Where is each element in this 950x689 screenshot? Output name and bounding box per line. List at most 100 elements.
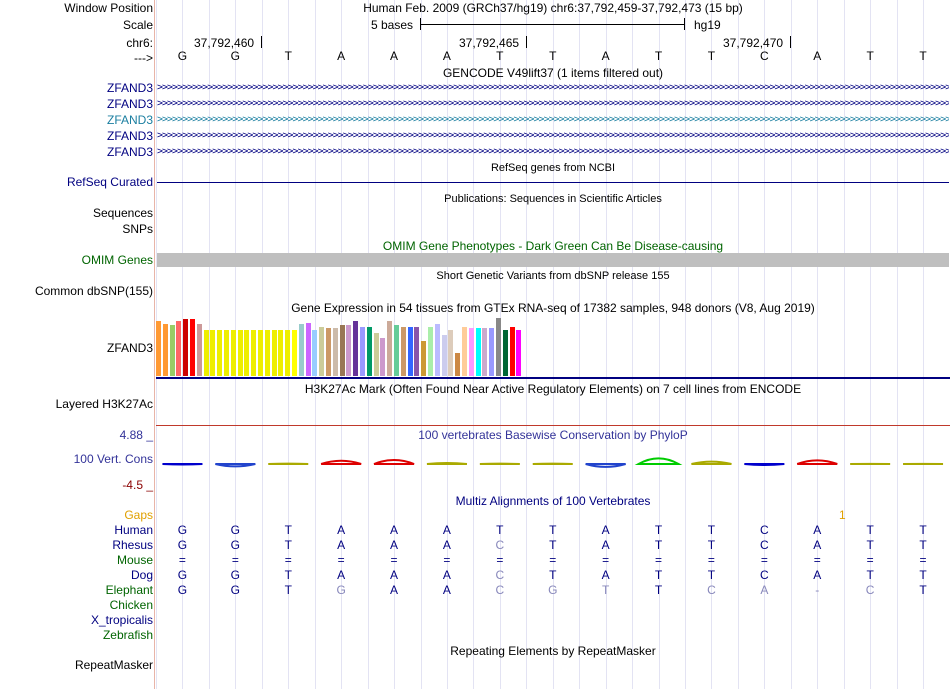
gtex-tissue-bar[interactable] <box>414 326 420 376</box>
gtex-tissue-bar[interactable] <box>421 341 427 376</box>
gtex-label[interactable]: ZFAND3 <box>106 341 153 355</box>
gtex-tissue-bar[interactable] <box>482 327 488 376</box>
gencode-title[interactable]: GENCODE V49lift37 (1 items filtered out) <box>442 66 664 80</box>
gtex-tissue-bar[interactable] <box>217 329 223 376</box>
conservation-mark <box>426 462 468 465</box>
dbsnp-label[interactable]: Common dbSNP(155) <box>34 284 153 298</box>
species-label[interactable]: Mouse <box>116 553 153 567</box>
gtex-bar-chart[interactable] <box>156 316 536 376</box>
gtex-tissue-bar[interactable] <box>224 329 229 376</box>
gtex-tissue-bar[interactable] <box>339 324 345 376</box>
h3k27ac-title[interactable]: H3K27Ac Mark (Often Found Near Active Re… <box>304 382 802 396</box>
gencode-gene-label[interactable]: ZFAND3 <box>106 145 153 159</box>
gtex-tissue-bar[interactable] <box>434 323 440 376</box>
gtex-tissue-bar[interactable] <box>319 326 325 376</box>
gaps-label: Gaps <box>124 508 153 522</box>
publications-snps-label[interactable]: SNPs <box>122 222 153 236</box>
conservation-title[interactable]: 100 vertebrates Basewise Conservation by… <box>418 428 688 442</box>
refseq-gene-line[interactable] <box>157 182 949 183</box>
gtex-tissue-bar[interactable] <box>326 328 331 376</box>
gencode-gene-intron-arrows[interactable]: >>>>>>>>>>>>>>>>>>>>>>>>>>>>>>>>>>>>>>>>… <box>157 147 949 157</box>
gencode-gene-intron-arrows[interactable]: >>>>>>>>>>>>>>>>>>>>>>>>>>>>>>>>>>>>>>>>… <box>157 99 949 109</box>
gtex-tissue-bar[interactable] <box>387 320 393 376</box>
alignment-base: A <box>390 583 399 597</box>
gtex-tissue-bar[interactable] <box>298 323 304 376</box>
gencode-gene-label[interactable]: ZFAND3 <box>106 129 153 143</box>
species-label[interactable]: Dog <box>130 568 153 582</box>
repeatmasker-title[interactable]: Repeating Elements by RepeatMasker <box>450 644 656 658</box>
gencode-gene-label[interactable]: ZFAND3 <box>106 97 153 111</box>
refseq-label[interactable]: RefSeq Curated <box>66 175 153 189</box>
gtex-tissue-bar[interactable] <box>162 323 168 376</box>
gtex-tissue-bar[interactable] <box>203 329 209 376</box>
species-label[interactable]: Elephant <box>105 583 153 597</box>
publications-title[interactable]: Publications: Sequences in Scientific Ar… <box>444 193 662 205</box>
multiz-title[interactable]: Multiz Alignments of 100 Vertebrates <box>455 494 651 508</box>
gtex-tissue-bar[interactable] <box>183 319 189 376</box>
gtex-tissue-bar[interactable] <box>502 329 508 376</box>
gtex-tissue-bar[interactable] <box>489 327 495 376</box>
gencode-gene-label[interactable]: ZFAND3 <box>106 113 153 127</box>
omim-gene-bar[interactable] <box>157 253 949 267</box>
alignment-base: A <box>337 538 346 552</box>
gtex-tissue-bar[interactable] <box>428 326 433 376</box>
gtex-tissue-bar[interactable] <box>516 329 522 376</box>
gtex-tissue-bar[interactable] <box>292 329 297 376</box>
gtex-tissue-bar[interactable] <box>258 329 263 376</box>
gtex-tissue-bar[interactable] <box>278 329 284 376</box>
gtex-tissue-bar[interactable] <box>394 324 399 376</box>
conservation-label[interactable]: 100 Vert. Cons <box>73 452 153 466</box>
gtex-tissue-bar[interactable] <box>305 322 311 376</box>
gencode-gene-intron-arrows[interactable]: >>>>>>>>>>>>>>>>>>>>>>>>>>>>>>>>>>>>>>>>… <box>157 131 949 141</box>
gencode-gene-intron-arrows[interactable]: >>>>>>>>>>>>>>>>>>>>>>>>>>>>>>>>>>>>>>>>… <box>157 83 949 93</box>
gtex-tissue-bar[interactable] <box>271 329 277 376</box>
gtex-tissue-bar[interactable] <box>237 329 243 376</box>
gtex-tissue-bar[interactable] <box>462 326 467 376</box>
publications-sequences-label[interactable]: Sequences <box>92 206 153 220</box>
gtex-tissue-bar[interactable] <box>441 335 447 376</box>
refseq-title[interactable]: RefSeq genes from NCBI <box>490 162 616 174</box>
alignment-base: T <box>866 523 874 537</box>
gencode-gene-label[interactable]: ZFAND3 <box>106 81 153 95</box>
omim-title[interactable]: OMIM Gene Phenotypes - Dark Green Can Be… <box>382 239 724 253</box>
h3k27ac-label[interactable]: Layered H3K27Ac <box>55 397 153 411</box>
species-label[interactable]: Chicken <box>109 598 153 612</box>
gtex-tissue-bar[interactable] <box>468 327 474 376</box>
omim-label[interactable]: OMIM Genes <box>81 253 153 267</box>
gencode-gene-intron-arrows[interactable]: >>>>>>>>>>>>>>>>>>>>>>>>>>>>>>>>>>>>>>>>… <box>157 115 949 125</box>
gtex-tissue-bar[interactable] <box>353 320 359 376</box>
gtex-tissue-bar[interactable] <box>312 329 318 376</box>
dbsnp-title[interactable]: Short Genetic Variants from dbSNP releas… <box>436 270 670 282</box>
gtex-tissue-bar[interactable] <box>366 326 372 376</box>
gtex-tissue-bar[interactable] <box>230 329 236 376</box>
gtex-tissue-bar[interactable] <box>455 352 461 376</box>
gtex-tissue-bar[interactable] <box>264 329 270 376</box>
gtex-tissue-bar[interactable] <box>407 326 413 376</box>
gtex-tissue-bar[interactable] <box>509 326 515 376</box>
gtex-tissue-bar[interactable] <box>360 326 365 376</box>
gtex-tissue-bar[interactable] <box>169 324 175 376</box>
species-label[interactable]: Zebrafish <box>102 628 153 642</box>
gtex-tissue-bar[interactable] <box>448 329 454 376</box>
gtex-tissue-bar[interactable] <box>244 329 250 376</box>
gtex-tissue-bar[interactable] <box>285 329 291 376</box>
gtex-tissue-bar[interactable] <box>210 329 216 376</box>
gtex-tissue-bar[interactable] <box>332 328 338 376</box>
gtex-tissue-bar[interactable] <box>176 320 182 376</box>
gtex-tissue-bar[interactable] <box>156 320 161 376</box>
gtex-tissue-bar[interactable] <box>496 318 501 376</box>
species-label[interactable]: Human <box>114 523 153 537</box>
gtex-tissue-bar[interactable] <box>190 319 195 376</box>
gtex-tissue-bar[interactable] <box>400 326 406 376</box>
gtex-tissue-bar[interactable] <box>196 323 202 376</box>
gtex-tissue-bar[interactable] <box>373 332 379 376</box>
gtex-tissue-bar[interactable] <box>475 327 481 376</box>
species-label[interactable]: Rhesus <box>112 538 153 552</box>
conservation-plot[interactable] <box>156 452 950 472</box>
species-label[interactable]: X_tropicalis <box>90 613 153 627</box>
gtex-tissue-bar[interactable] <box>251 329 257 376</box>
repeatmasker-label[interactable]: RepeatMasker <box>74 658 153 672</box>
gtex-tissue-bar[interactable] <box>380 338 386 376</box>
gtex-title[interactable]: Gene Expression in 54 tissues from GTEx … <box>291 301 815 315</box>
gtex-tissue-bar[interactable] <box>346 324 352 376</box>
